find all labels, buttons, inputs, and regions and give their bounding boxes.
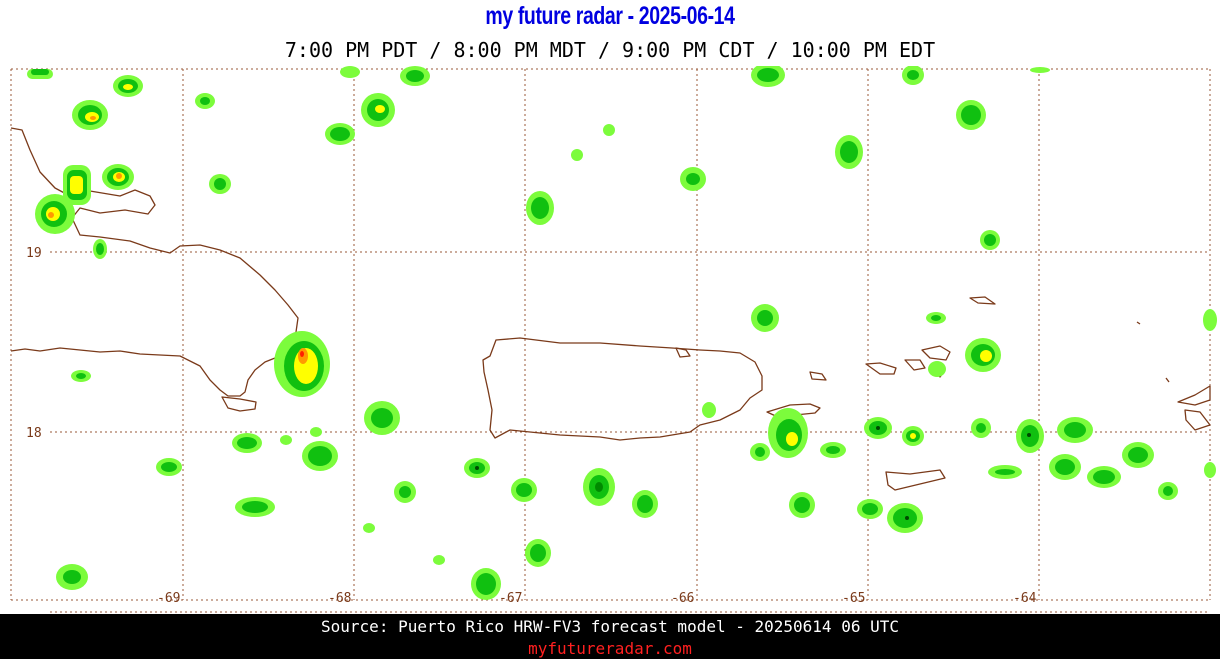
virgin-islands-2 — [904, 359, 926, 371]
radar-map[interactable]: 19 18 -69 -68 -67 -66 -65 -64 — [0, 66, 1220, 614]
latitude-labels: 19 18 — [26, 246, 42, 441]
lat-label-18: 18 — [26, 426, 42, 441]
saona-island — [221, 396, 257, 412]
lat-label-19: 19 — [26, 246, 42, 261]
source-text: Source: Puerto Rico HRW-FV3 forecast mod… — [321, 617, 899, 636]
hispaniola-north-coast — [10, 127, 299, 397]
small-islet-east — [1136, 321, 1141, 325]
site-link[interactable]: myfutureradar.com — [528, 639, 692, 658]
saint-martin-coast — [1177, 385, 1211, 406]
virgin-islands-1 — [865, 362, 897, 375]
lon-label-67: -67 — [499, 591, 522, 606]
coastlines — [10, 127, 1211, 491]
lon-label-66: -66 — [671, 591, 694, 606]
lon-label-65: -65 — [842, 591, 865, 606]
saint-croix — [885, 469, 946, 491]
echo-cluster-west — [27, 69, 231, 382]
page-title: my future radar - 2025-06-14 — [485, 2, 735, 30]
saba-islet — [1184, 409, 1211, 431]
echo-cluster-east — [511, 66, 1217, 567]
time-zones-line: 7:00 PM PDT / 8:00 PM MDT / 9:00 PM CDT … — [284, 38, 936, 62]
echo-cluster-central — [56, 66, 501, 600]
virgin-islands-3 — [921, 345, 951, 361]
lon-label-68: -68 — [328, 591, 351, 606]
footer: Source: Puerto Rico HRW-FV3 forecast mod… — [0, 614, 1220, 659]
graticule — [10, 68, 1211, 601]
saint-thomas — [809, 371, 827, 381]
anegada — [969, 296, 996, 305]
lon-label-64: -64 — [1013, 591, 1037, 606]
culebra-islet — [675, 347, 691, 358]
longitude-labels: -69 -68 -67 -66 -65 -64 — [157, 591, 1037, 606]
precipitation-echoes — [27, 66, 1217, 600]
small-islet-east-2 — [1165, 377, 1170, 383]
lon-label-69: -69 — [157, 591, 180, 606]
